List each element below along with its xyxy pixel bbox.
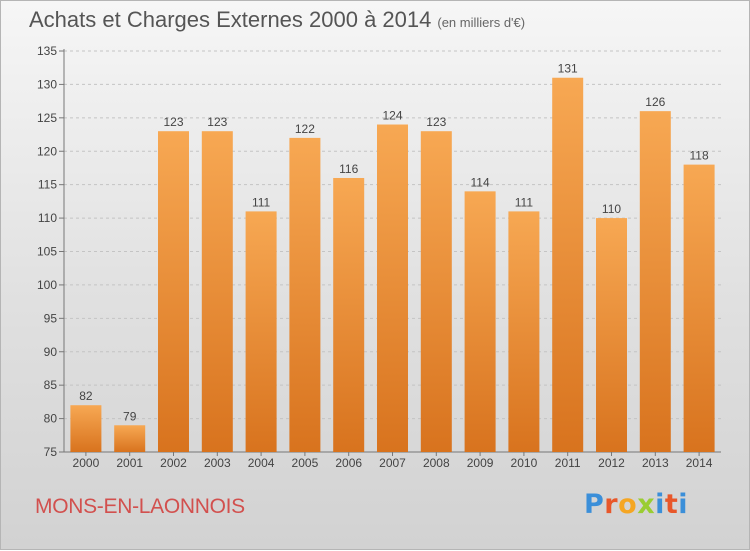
bar-2012 <box>596 218 627 452</box>
logo-letter: P <box>584 489 605 520</box>
y-tick-label: 95 <box>44 311 58 325</box>
bar-2009 <box>464 191 496 452</box>
bar-2007 <box>377 124 408 453</box>
x-tick-label-2001: 2001 <box>116 456 143 470</box>
value-label-2002: 123 <box>163 115 183 129</box>
y-tick-label: 100 <box>37 278 57 292</box>
value-label-2009: 114 <box>471 175 490 189</box>
x-tick-label-2005: 2005 <box>292 456 319 470</box>
y-tick-label: 110 <box>38 211 57 225</box>
logo-letter: i <box>655 489 665 520</box>
y-tick-label: 80 <box>44 412 58 426</box>
bar-2008 <box>420 131 452 452</box>
value-label-2011: 131 <box>558 62 578 76</box>
logo-letter: x <box>637 489 656 520</box>
value-label-2001: 79 <box>123 409 137 423</box>
bars <box>70 77 715 453</box>
x-tick-label-2010: 2010 <box>511 456 538 470</box>
chart-title: Achats et Charges Externes 2000 à 2014 (e… <box>29 7 525 33</box>
x-tick-label-2004: 2004 <box>248 456 275 470</box>
logo-letter: r <box>604 489 619 520</box>
y-tick-label: 130 <box>37 77 57 91</box>
y-tick-label: 85 <box>44 378 58 392</box>
x-tick-label-2006: 2006 <box>335 456 362 470</box>
y-tick-label: 125 <box>37 111 57 125</box>
x-tick-labels: 2000 2001 2002 2003 2004 2005 2006 2007 2008 2009… <box>73 456 713 470</box>
value-label-2006: 116 <box>339 162 358 176</box>
x-tick-label-2007: 2007 <box>379 456 406 470</box>
commune-name: MONS-EN-LAONNOIS <box>35 495 245 518</box>
value-label-2003: 123 <box>207 115 227 129</box>
value-label-2007: 124 <box>382 109 402 123</box>
bar-2004 <box>245 211 277 452</box>
chart-title-text: Achats et Charges Externes 2000 à 2014 <box>29 7 432 32</box>
value-label-2005: 122 <box>295 122 315 136</box>
value-label-2008: 123 <box>426 115 446 129</box>
value-label-2000: 82 <box>79 389 93 403</box>
chart-unit: (en milliers d'€) <box>437 15 526 30</box>
y-tick-label: 75 <box>44 445 58 459</box>
bar-2014 <box>683 164 715 452</box>
logo-letter: i <box>678 489 689 520</box>
value-label-2010: 111 <box>515 195 534 209</box>
value-label-2013: 126 <box>645 95 665 109</box>
x-tick-label-2009: 2009 <box>467 456 494 470</box>
x-tick-label-2002: 2002 <box>160 456 187 470</box>
x-tick-label-2008: 2008 <box>423 456 450 470</box>
value-labels: 82 79 123 123 111 122 116 124 123 114 111 131 110 126… <box>79 62 709 424</box>
bar-2011 <box>552 77 584 452</box>
proxiti-logo[interactable]: Proxiti <box>584 489 688 520</box>
y-tick-label: 90 <box>44 345 58 359</box>
x-tick-label-2003: 2003 <box>204 456 231 470</box>
x-tick-label-2014: 2014 <box>686 456 713 470</box>
bar-2001 <box>114 425 146 452</box>
bar-2002 <box>158 131 189 452</box>
y-tick-labels: 75 80 85 90 95 100 105 110 115 120 125 130 135 <box>37 44 57 459</box>
bar-2003 <box>201 131 233 452</box>
x-tick-label-2013: 2013 <box>642 456 669 470</box>
logo-letter: o <box>618 489 638 520</box>
x-tick-label-2000: 2000 <box>73 456 100 470</box>
bar-2006 <box>333 177 365 452</box>
bar-2013 <box>639 111 671 453</box>
bar-2005 <box>289 137 321 452</box>
bar-2000 <box>70 405 102 452</box>
y-tick-label: 115 <box>38 178 57 192</box>
y-tick-label: 120 <box>37 144 57 158</box>
x-tick-label-2012: 2012 <box>598 456 625 470</box>
value-label-2014: 118 <box>690 149 709 163</box>
value-label-2004: 111 <box>252 195 271 209</box>
bar-2010 <box>508 211 540 452</box>
x-tick-label-2011: 2011 <box>555 456 581 470</box>
value-label-2012: 110 <box>602 202 621 216</box>
y-tick-label: 135 <box>37 44 57 58</box>
logo-letter: t <box>664 489 679 520</box>
y-tick-label: 105 <box>37 245 57 259</box>
